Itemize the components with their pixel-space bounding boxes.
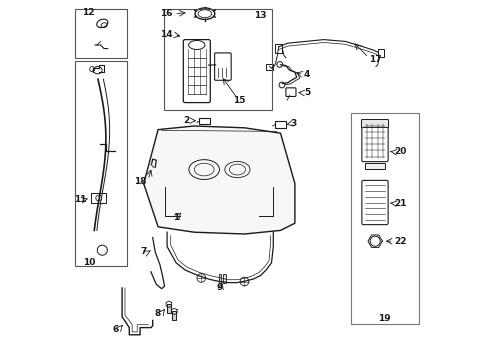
Text: 18: 18	[134, 177, 146, 186]
Bar	[275, 121, 285, 128]
Text: 22: 22	[393, 237, 406, 246]
Bar	[75, 61, 127, 266]
Bar	[265, 64, 272, 70]
Text: 20: 20	[393, 148, 406, 156]
Bar	[166, 304, 171, 313]
Text: 4: 4	[303, 70, 310, 79]
Text: 19: 19	[377, 314, 390, 323]
Text: 15: 15	[232, 95, 245, 104]
Text: 3: 3	[290, 120, 296, 129]
Bar	[199, 118, 209, 124]
Text: 7: 7	[140, 248, 146, 256]
Bar	[172, 311, 176, 320]
Text: 12: 12	[81, 8, 94, 17]
Text: 13: 13	[254, 11, 266, 20]
Bar	[75, 9, 127, 58]
Text: 11: 11	[74, 195, 87, 204]
FancyBboxPatch shape	[361, 120, 387, 127]
Text: 6: 6	[113, 325, 119, 334]
Text: 21: 21	[393, 199, 406, 208]
Bar	[377, 49, 384, 57]
Polygon shape	[143, 126, 294, 234]
Text: 16: 16	[160, 9, 172, 18]
Bar	[163, 9, 271, 110]
Bar	[275, 44, 281, 53]
Bar	[218, 274, 221, 283]
Text: 5: 5	[303, 88, 309, 97]
Text: 1: 1	[173, 213, 179, 222]
Text: 10: 10	[82, 258, 95, 267]
Text: 8: 8	[154, 309, 161, 318]
Text: 17: 17	[368, 55, 381, 64]
Text: 9: 9	[216, 283, 223, 292]
Text: 14: 14	[160, 30, 172, 39]
Bar	[223, 274, 225, 283]
Bar	[365, 163, 384, 169]
Bar	[350, 113, 418, 324]
Text: 2: 2	[183, 116, 189, 125]
